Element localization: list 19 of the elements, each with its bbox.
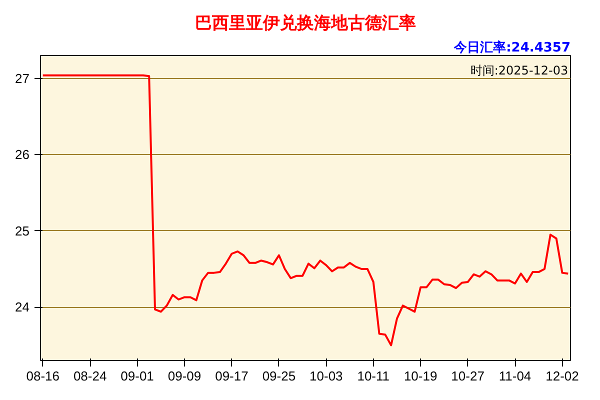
y-tick-label: 24 xyxy=(15,300,30,315)
y-tick-label: 27 xyxy=(15,70,30,86)
y-tick-label: 25 xyxy=(15,223,30,238)
x-tick-label: 09-25 xyxy=(262,368,296,384)
y-tick-label: 26 xyxy=(15,147,30,162)
x-tick-label: 11-04 xyxy=(498,368,532,384)
chart-title: 巴西里亚伊兑换海地古德汇率 xyxy=(195,14,416,34)
x-tick-label: 09-17 xyxy=(215,368,248,384)
x-tick-label: 08-16 xyxy=(26,368,60,384)
x-tick-label: 09-01 xyxy=(120,368,154,384)
x-tick-label: 12-02 xyxy=(546,368,579,384)
x-tick-label: 08-24 xyxy=(73,368,107,384)
annotation: 时间:2025-12-03 xyxy=(470,64,568,78)
x-tick-label: 10-03 xyxy=(310,368,343,384)
x-tick-label: 09-09 xyxy=(168,368,202,384)
annotation: 今日汇率:24.4357 xyxy=(453,40,571,56)
x-tick-label: 10-11 xyxy=(357,368,390,384)
x-tick-label: 10-27 xyxy=(451,368,484,384)
x-tick-label: 10-19 xyxy=(404,368,438,384)
